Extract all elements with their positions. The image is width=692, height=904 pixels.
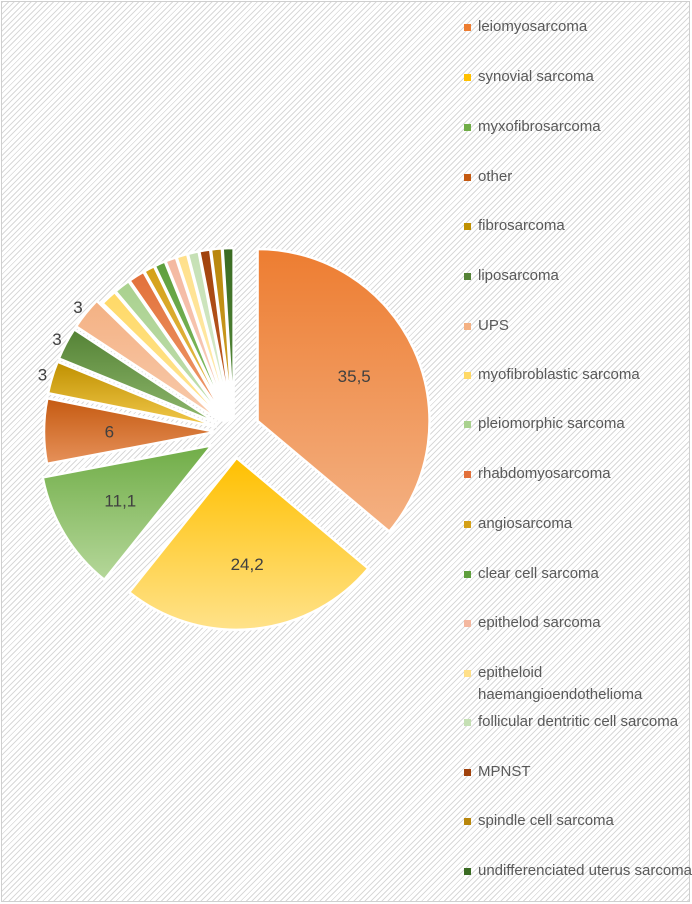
legend-label: epithelod sarcoma <box>478 614 601 631</box>
legend-label: leiomyosarcoma <box>478 18 588 35</box>
legend-label: myofibroblastic sarcoma <box>478 366 640 383</box>
legend-swatch <box>464 620 471 627</box>
legend-label: liposarcoma <box>478 267 559 284</box>
legend-label: follicular dentritic cell sarcoma <box>478 713 679 730</box>
legend-swatch <box>464 74 471 81</box>
legend-label: clear cell sarcoma <box>478 565 599 582</box>
legend-label: undifferenciated uterus sarcoma <box>478 862 692 879</box>
legend-label: spindle cell sarcoma <box>478 812 614 829</box>
legend-label: rhabdomyosarcoma <box>478 465 611 482</box>
pie-slice-ups <box>74 299 221 422</box>
legend-swatch <box>464 174 471 181</box>
pie-slice-myxofibrosarcoma <box>41 443 215 582</box>
legend-swatch <box>464 124 471 131</box>
data-label-other: 6 <box>105 422 114 441</box>
data-label-ups: 3 <box>73 298 82 317</box>
legend-label: UPS <box>478 317 509 334</box>
pie-slice-synovial-sarcoma <box>127 456 371 632</box>
data-label-synovial-sarcoma: 24,2 <box>231 555 264 574</box>
legend-swatch <box>464 323 471 330</box>
legend-label: myxofibrosarcoma <box>478 118 601 135</box>
legend-label: fibrosarcoma <box>478 217 565 234</box>
legend-swatch <box>464 769 471 776</box>
pie-slice-undifferenciated-uterus-sarcoma <box>221 246 235 421</box>
pie-slice-other <box>42 396 217 466</box>
legend-swatch <box>464 719 471 726</box>
legend-swatch <box>464 521 471 528</box>
legend-label: MPNST <box>478 763 531 780</box>
legend-swatch <box>464 868 471 875</box>
data-label-liposarcoma: 3 <box>52 330 61 349</box>
legend-swatch <box>464 571 471 578</box>
data-label-leiomyosarcoma: 35,5 <box>338 367 371 386</box>
pie-slice-leiomyosarcoma <box>256 247 431 534</box>
legend-label: synovial sarcoma <box>478 68 594 85</box>
legend-label: other <box>478 168 513 185</box>
data-label-myxofibrosarcoma: 11,1 <box>104 491 136 510</box>
legend-swatch <box>464 273 471 280</box>
legend-swatch <box>464 421 471 428</box>
legend-swatch <box>464 670 471 677</box>
legend-label: angiosarcoma <box>478 515 573 532</box>
pie-slice-fibrosarcoma <box>46 360 218 429</box>
legend-label: epitheloid haemangioendothelioma <box>478 664 643 703</box>
legend-swatch <box>464 223 471 230</box>
legend-swatch <box>464 818 471 825</box>
legend-swatch <box>464 471 471 478</box>
data-label-fibrosarcoma: 3 <box>38 365 47 384</box>
legend: leiomyosarcoma synovial sarcoma myxofibros… <box>448 2 692 904</box>
pie-slice-liposarcoma <box>57 327 219 425</box>
legend-swatch <box>464 372 471 379</box>
legend-swatch <box>464 24 471 31</box>
legend-label: pleiomorphic sarcoma <box>478 415 625 432</box>
